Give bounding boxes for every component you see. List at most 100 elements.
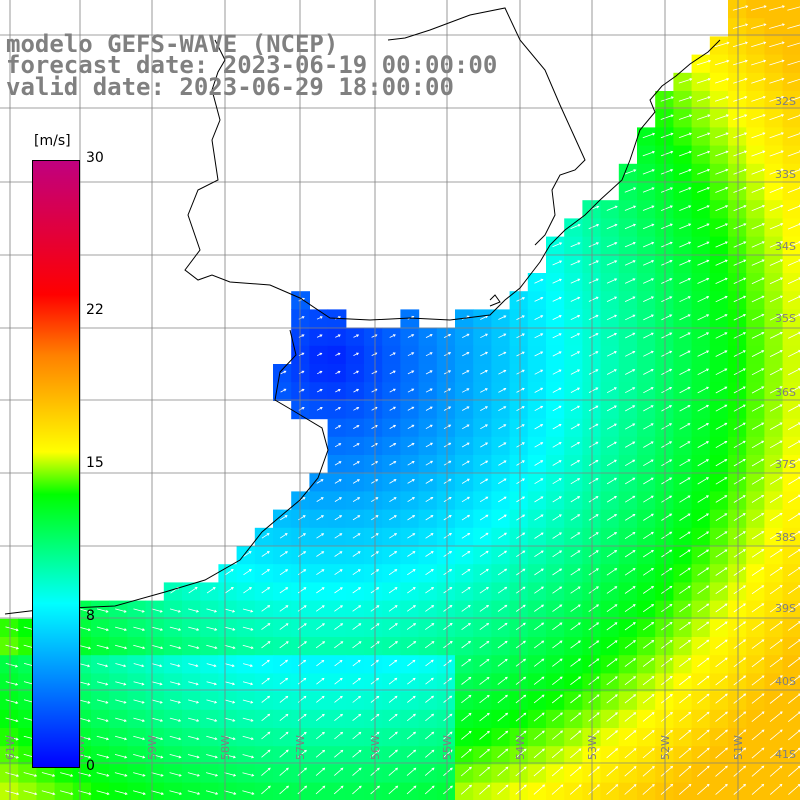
wind-cell	[400, 564, 420, 583]
wind-arrowhead	[560, 766, 564, 770]
wind-arrowhead	[266, 659, 270, 663]
wind-arrow	[660, 694, 673, 704]
wind-arrowhead	[632, 260, 636, 263]
wind-arrow	[151, 699, 163, 704]
wind-arrowhead	[321, 551, 325, 554]
wind-arrow	[461, 731, 472, 740]
wind-arrow	[5, 681, 18, 686]
wind-arrow	[733, 422, 746, 430]
wind-arrowhead	[706, 531, 710, 535]
wind-arrowhead	[466, 406, 470, 410]
wind-arrow	[750, 5, 767, 11]
wind-cell	[455, 400, 474, 420]
wind-arrowhead	[430, 659, 434, 663]
wind-arrow	[588, 423, 598, 430]
wind-arrow	[388, 659, 397, 667]
wind-arrow	[371, 443, 378, 448]
wind-arrowhead	[540, 405, 544, 409]
wind-arrow	[697, 332, 709, 339]
wind-arrowhead	[413, 713, 416, 717]
wind-arrow	[715, 603, 728, 613]
wind-arrowhead	[15, 646, 19, 650]
wind-arrow	[678, 78, 692, 84]
wind-arrow	[188, 587, 198, 594]
wind-cell	[637, 436, 656, 456]
wind-arrowhead	[195, 682, 199, 686]
wind-arrow	[188, 699, 199, 703]
wind-cell	[236, 564, 256, 583]
wind-cell	[746, 436, 765, 456]
wind-arrow	[715, 278, 728, 284]
wind-cell	[254, 637, 274, 656]
wind-cell	[436, 655, 456, 674]
wind-arrow	[242, 790, 254, 795]
wind-arrow	[769, 513, 783, 522]
wind-arrowhead	[87, 737, 91, 741]
wind-arrowhead	[724, 657, 728, 661]
wind-arrowhead	[651, 223, 655, 227]
wind-arrowhead	[650, 441, 654, 444]
wind-arrow	[407, 334, 414, 338]
wind-arrowhead	[633, 712, 637, 715]
wind-cell	[728, 327, 747, 347]
wind-arrowhead	[486, 712, 490, 716]
wind-cell	[600, 254, 620, 274]
wind-arrow	[516, 532, 525, 539]
wind-cell	[691, 327, 711, 347]
wind-arrow	[661, 423, 672, 430]
wind-arrow	[425, 388, 433, 393]
wind-arrow	[206, 717, 217, 722]
wind-arrow	[224, 587, 234, 594]
wind-arrowhead	[743, 223, 747, 226]
wind-arrowhead	[233, 792, 237, 795]
wind-arrowhead	[394, 695, 398, 699]
wind-cell	[400, 345, 420, 365]
wind-arrow	[643, 495, 654, 503]
wind-arrow	[261, 641, 271, 649]
wind-arrowhead	[707, 78, 711, 81]
wind-arrowhead	[558, 387, 562, 391]
wind-arrowhead	[141, 700, 145, 704]
wind-arrow	[787, 675, 800, 686]
wind-arrowhead	[670, 187, 674, 190]
wind-arrow	[462, 352, 469, 357]
wind-arrow	[115, 699, 127, 704]
wind-arrowhead	[302, 515, 306, 518]
wind-cell	[327, 509, 347, 529]
wind-arrowhead	[595, 496, 599, 499]
wind-arrowhead	[15, 737, 19, 741]
wind-arrowhead	[541, 604, 545, 608]
wind-arrow	[642, 586, 654, 594]
wind-arrow	[552, 604, 562, 612]
wind-arrow	[769, 132, 784, 139]
wind-arrowhead	[706, 513, 709, 516]
wind-arrow	[551, 766, 563, 777]
wind-arrow	[353, 425, 359, 429]
wind-cell	[564, 691, 583, 711]
wind-arrow	[461, 713, 472, 722]
wind-arrow	[534, 279, 543, 284]
wind-arrowhead	[159, 700, 163, 704]
wind-cell	[764, 728, 784, 747]
wind-arrowhead	[523, 712, 527, 716]
wind-arrow	[787, 314, 800, 321]
wind-arrowhead	[357, 497, 361, 500]
wind-arrow	[534, 333, 543, 339]
wind-arrowhead	[232, 646, 236, 650]
wind-arrowhead	[559, 604, 563, 608]
wind-arrowhead	[124, 755, 128, 759]
wind-arrow	[751, 603, 764, 613]
colorbar-tick-22: 22	[86, 302, 104, 318]
wind-arrow	[534, 478, 543, 485]
wind-arrow	[661, 495, 672, 503]
wind-arrow	[624, 658, 636, 667]
wind-cell	[691, 182, 711, 201]
wind-arrow	[480, 370, 488, 375]
wind-arrow	[588, 333, 599, 339]
wind-arrow	[425, 406, 433, 411]
wind-cell	[491, 728, 511, 747]
wind-arrowhead	[542, 748, 545, 752]
wind-arrow	[697, 477, 709, 485]
wind-arrowhead	[669, 259, 673, 263]
wind-arrow	[515, 658, 526, 667]
